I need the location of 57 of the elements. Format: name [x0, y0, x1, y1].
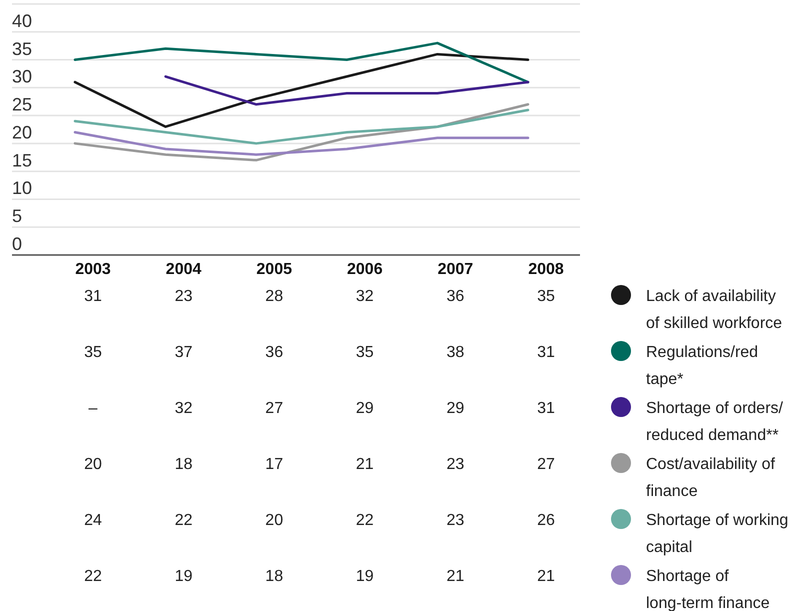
data-label: 31: [537, 400, 555, 417]
data-label: 23: [446, 512, 464, 529]
data-label: 35: [356, 344, 374, 361]
data-label: 22: [356, 512, 374, 529]
data-label: 37: [174, 344, 193, 361]
data-label: 32: [356, 288, 374, 305]
x-tick-label: 2003: [75, 261, 111, 278]
data-label: 20: [84, 456, 102, 473]
data-label: 31: [537, 344, 555, 361]
data-label: 29: [446, 400, 464, 417]
data-label: 18: [174, 456, 193, 473]
data-label: 32: [174, 400, 193, 417]
data-label: 20: [265, 512, 284, 529]
data-label: 27: [537, 456, 555, 473]
data-label: 36: [446, 288, 464, 305]
y-tick-label: 30: [12, 66, 32, 87]
x-tick-label: 2006: [347, 261, 383, 278]
x-tick-label: 2007: [438, 261, 474, 278]
legend-label: Shortage of long-term finance: [646, 568, 770, 611]
y-tick-label: 35: [12, 38, 32, 59]
data-label: 22: [84, 568, 102, 585]
data-label: 27: [265, 400, 284, 417]
data-label: 26: [537, 512, 555, 529]
data-label: 21: [446, 568, 464, 585]
y-tick-label: 40: [12, 10, 32, 31]
data-label: 28: [265, 288, 284, 305]
data-label: 31: [84, 288, 102, 305]
x-tick-label: 2008: [528, 261, 564, 278]
y-tick-label: 0: [12, 234, 22, 254]
text: –: [88, 400, 98, 417]
y-tick-label: 20: [12, 122, 32, 142]
data-label: 22: [174, 512, 193, 529]
data-label: 29: [356, 400, 374, 417]
data-label: 35: [84, 344, 102, 361]
x-tick-label: 2005: [256, 261, 292, 278]
x-tick-label: 2004: [166, 261, 202, 278]
data-label: 19: [356, 568, 374, 585]
y-tick-label: 5: [12, 206, 22, 226]
data-label: 35: [537, 288, 555, 305]
data-label: 24: [84, 512, 102, 529]
y-tick-label: 10: [12, 178, 32, 198]
legend-label: Regulations/red tape*: [646, 344, 758, 388]
legend-label: Shortage of orders/reduced demand**: [646, 400, 784, 444]
legend-label: Cost/availability of finance: [646, 456, 776, 500]
data-label: 19: [174, 568, 193, 585]
data-label: 38: [446, 344, 464, 361]
data-label: 21: [537, 568, 555, 585]
legend-label: Lack of availability of skilled workforce: [646, 288, 782, 332]
legend-label: Shortage of working capital: [646, 512, 788, 556]
data-label: 18: [265, 568, 284, 585]
data-label: 21: [356, 456, 374, 473]
y-tick-label: 15: [12, 150, 32, 170]
y-tick-label: 25: [12, 94, 32, 115]
data-label: 17: [265, 456, 284, 473]
data-label: 36: [265, 344, 284, 361]
data-label: 23: [446, 456, 464, 473]
data-label: 23: [174, 288, 193, 305]
